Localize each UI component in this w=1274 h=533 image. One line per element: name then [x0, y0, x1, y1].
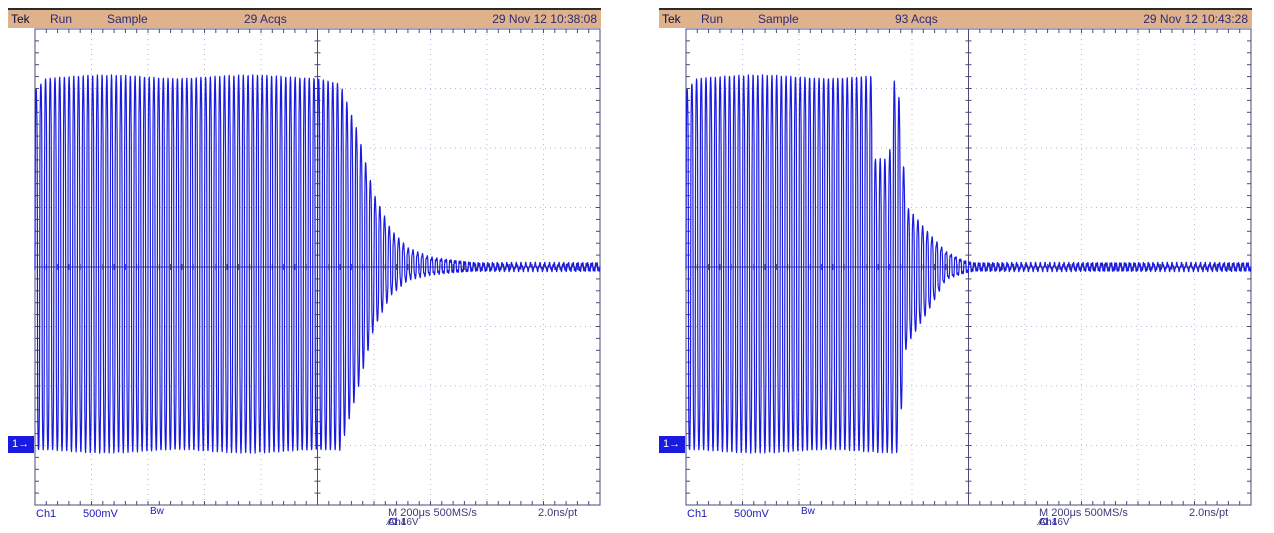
status-bar: Tek Run Sample 29 Acqs 29 Nov 12 10:38:0…: [8, 8, 601, 28]
trigger-channel: Ch1: [1039, 517, 1058, 528]
timebase-readout: M 200μs 500MS/s: [1039, 507, 1128, 519]
waveform-plot: [34, 28, 601, 506]
channel-1-marker: 1→: [659, 436, 685, 453]
brand-label: Tek: [662, 12, 681, 26]
timestamp: 29 Nov 12 10:38:08: [492, 12, 597, 26]
settings-readout: Ch1 500mV Bw M 200μs 500MS/s A Ch1 ∕ 1.4…: [8, 506, 601, 528]
bandwidth-limit-label: Bw: [801, 506, 815, 517]
acquisition-mode-label: Sample: [107, 12, 148, 26]
trigger-level: ∕ 1.46V: [388, 517, 419, 528]
trigger-prefix: A: [1039, 517, 1046, 528]
scope-capture-left: Tek Run Sample 29 Acqs 29 Nov 12 10:38:0…: [8, 8, 601, 528]
channel-label: Ch1: [36, 508, 57, 520]
waveform-trace: [34, 74, 601, 454]
acquisition-mode-label: Sample: [758, 12, 799, 26]
channel-1-marker: 1→: [8, 436, 34, 453]
run-state-label: Run: [50, 12, 73, 26]
scope-capture-right: Tek Run Sample 93 Acqs 29 Nov 12 10:43:2…: [659, 8, 1252, 528]
timebase-readout: M 200μs 500MS/s: [388, 507, 477, 519]
trigger-level: ∕ 1.46V: [1039, 517, 1070, 528]
bandwidth-limit-label: Bw: [150, 506, 164, 517]
run-state-label: Run: [701, 12, 724, 26]
waveform-screen: 1→: [659, 28, 1252, 506]
resolution-readout: 2.0ns/pt: [538, 507, 578, 519]
settings-readout: Ch1 500mV Bw M 200μs 500MS/s A Ch1 ∕ 1.4…: [659, 506, 1252, 528]
waveform-trace: [685, 74, 1252, 454]
resolution-readout: 2.0ns/pt: [1189, 507, 1229, 519]
volts-per-div: 500mV: [734, 508, 769, 520]
channel-label: Ch1: [687, 508, 708, 520]
brand-label: Tek: [11, 12, 30, 26]
acquisition-count: 93 Acqs: [895, 12, 938, 26]
timestamp: 29 Nov 12 10:43:28: [1143, 12, 1248, 26]
acquisition-count: 29 Acqs: [244, 12, 287, 26]
status-bar: Tek Run Sample 93 Acqs 29 Nov 12 10:43:2…: [659, 8, 1252, 28]
waveform-plot: [685, 28, 1252, 506]
waveform-screen: 1→: [8, 28, 601, 506]
trigger-channel: Ch1: [388, 517, 407, 528]
volts-per-div: 500mV: [83, 508, 118, 520]
trigger-prefix: A: [388, 517, 395, 528]
